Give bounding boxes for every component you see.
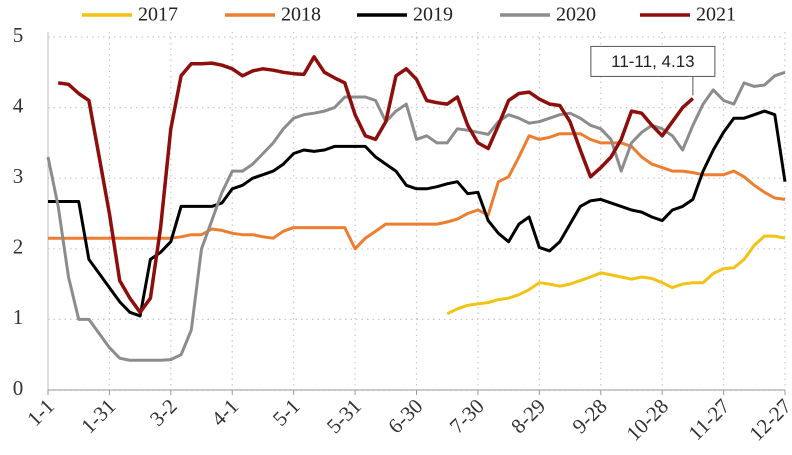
y-tick-label: 3 [13, 164, 24, 188]
series-line [446, 234, 786, 316]
legend-label: 2017 [138, 4, 178, 26]
legend-label: 2020 [556, 4, 596, 26]
y-tick-label: 2 [13, 235, 24, 259]
series-line [57, 55, 695, 315]
y-tick-label: 0 [13, 376, 24, 400]
x-tick-label: 12-27 [744, 394, 792, 446]
x-tick-label: 4-1 [206, 394, 243, 431]
annotation-box [590, 45, 716, 77]
series-line [46, 70, 786, 362]
y-tick-label: 1 [13, 305, 24, 329]
legend-label: 2021 [696, 4, 736, 26]
x-tick-label: 6-30 [383, 394, 427, 438]
y-tick-label: 5 [13, 23, 24, 47]
x-tick-label: 3-2 [145, 394, 182, 431]
x-tick-label: 9-28 [567, 394, 611, 438]
x-tick-label: 8-29 [506, 394, 550, 438]
legend-label: 2018 [281, 4, 321, 26]
x-tick-label: 1-1 [22, 394, 59, 431]
x-tick-label: 11-27 [683, 394, 734, 445]
annotation-text: 11-11, 4.13 [611, 52, 695, 71]
series-line [48, 109, 787, 318]
legend-label: 2019 [413, 4, 453, 26]
x-tick-label: 7-30 [445, 394, 489, 438]
x-tick-label: 10-28 [621, 394, 673, 446]
x-tick-label: 1-31 [76, 394, 120, 438]
x-tick-label: 5-1 [268, 394, 305, 431]
x-tick-label: 5-31 [322, 394, 366, 438]
y-tick-label: 4 [13, 93, 24, 117]
